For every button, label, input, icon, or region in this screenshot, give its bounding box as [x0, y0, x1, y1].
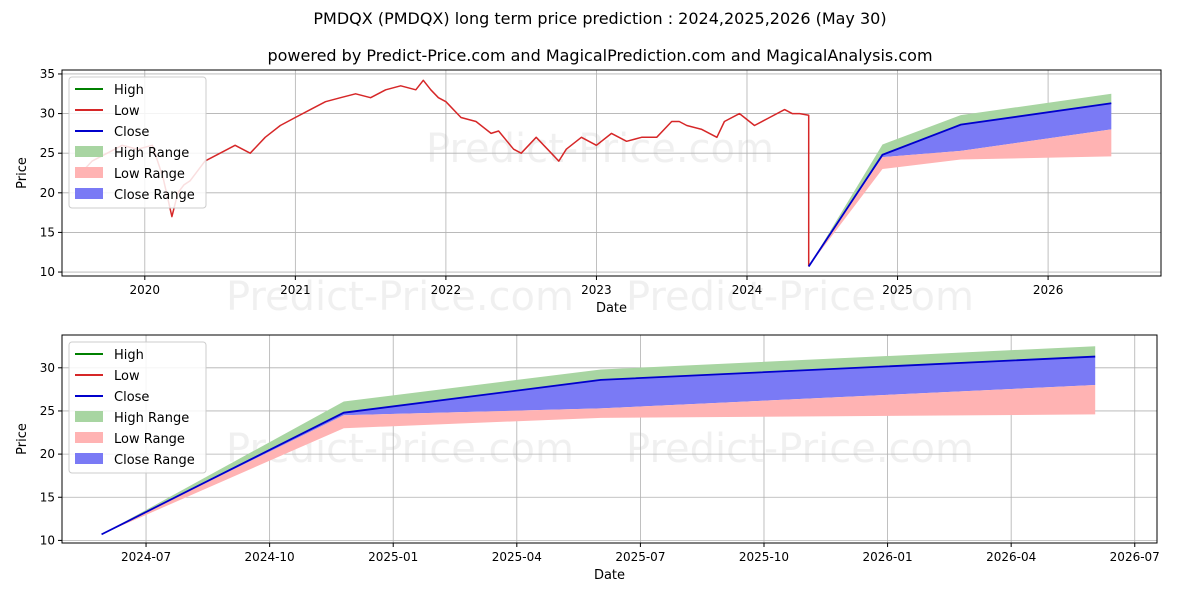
legend-label: Close Range	[114, 453, 195, 468]
legend-label: Close	[114, 125, 149, 140]
x-tick-label: 2025-07	[615, 550, 665, 564]
close-range-band	[101, 356, 1096, 535]
x-tick-label: 2024-07	[121, 550, 171, 564]
chart-subtitle: powered by Predict-Price.com and Magical…	[267, 46, 933, 65]
y-tick-label: 35	[40, 67, 55, 81]
x-tick-label: 2022	[431, 283, 462, 297]
legend: High Low Close High Range Low Range Close Ran…	[68, 76, 207, 209]
x-tick-label: 2026-07	[1110, 550, 1160, 564]
y-tick-label: 25	[40, 404, 55, 418]
close-forecast-line	[101, 355, 1096, 536]
legend-swatch	[75, 411, 103, 422]
x-tick-label: 2024	[732, 283, 763, 297]
x-axis-label: Date	[596, 301, 627, 316]
y-tick-label: 10	[40, 265, 55, 279]
x-tick-label: 2024-10	[245, 550, 295, 564]
legend-label: Close Range	[114, 188, 195, 203]
legend-label: High	[114, 348, 144, 363]
watermark-text: Predict-Price.com	[626, 426, 974, 472]
low-range-band	[101, 385, 1096, 535]
x-tick-label: 2025-10	[739, 550, 789, 564]
close-forecast-line	[807, 102, 1112, 267]
plot-frame	[61, 334, 1158, 544]
legend-swatch	[75, 188, 103, 199]
legend-label: Low	[114, 369, 140, 384]
legend-box	[68, 341, 207, 474]
legend-swatch	[75, 432, 103, 443]
x-tick-label: 2025	[882, 283, 913, 297]
legend-label: Low Range	[114, 432, 185, 447]
legend-label: Low	[114, 104, 140, 119]
x-tick-label: 2020	[130, 283, 161, 297]
legend-swatch	[75, 453, 103, 464]
x-tick-label: 2026-01	[863, 550, 913, 564]
low-range-band	[808, 129, 1112, 267]
legend-swatch	[75, 167, 103, 178]
x-tick-label: 2025-01	[368, 550, 418, 564]
legend-swatch	[75, 146, 103, 157]
x-tick-label: 2023	[581, 283, 612, 297]
x-tick-label: 2021	[280, 283, 311, 297]
legend-label: High Range	[114, 146, 189, 161]
watermark-text: Predict-Price.com	[226, 274, 574, 320]
close-range-band	[808, 103, 1112, 267]
y-tick-label: 25	[40, 146, 55, 160]
x-tick-label: 2026-04	[986, 550, 1036, 564]
y-tick-label: 30	[40, 107, 55, 121]
y-tick-label: 20	[40, 447, 55, 461]
x-tick-label: 2026	[1033, 283, 1064, 297]
legend-label: Low Range	[114, 167, 185, 182]
legend-label: High Range	[114, 411, 189, 426]
chart-title: PMDQX (PMDQX) long term price prediction…	[313, 9, 887, 28]
plot-frame	[61, 69, 1162, 277]
x-axis-label: Date	[594, 568, 625, 583]
y-tick-label: 10	[40, 533, 55, 547]
legend-box	[68, 76, 207, 209]
y-tick-label: 15	[40, 225, 55, 239]
legend: High Low Close High Range Low Range Close Ran…	[68, 341, 207, 474]
y-axis-label: Price	[15, 423, 30, 455]
chart-panel-2: Predict-Price.com Predict-Price.com2024-0…	[15, 334, 1160, 583]
y-axis-label: Price	[15, 157, 30, 189]
y-tick-label: 20	[40, 186, 55, 200]
legend-label: Close	[114, 390, 149, 405]
chart-panel-1: Predict-Price.com Predict-Price.com Predic…	[15, 67, 1162, 320]
y-tick-label: 15	[40, 490, 55, 504]
y-tick-label: 30	[40, 361, 55, 375]
watermark-text: Predict-Price.com	[426, 126, 774, 172]
legend-label: High	[114, 83, 144, 98]
x-tick-label: 2025-04	[492, 550, 542, 564]
watermark-text: Predict-Price.com	[626, 274, 974, 320]
